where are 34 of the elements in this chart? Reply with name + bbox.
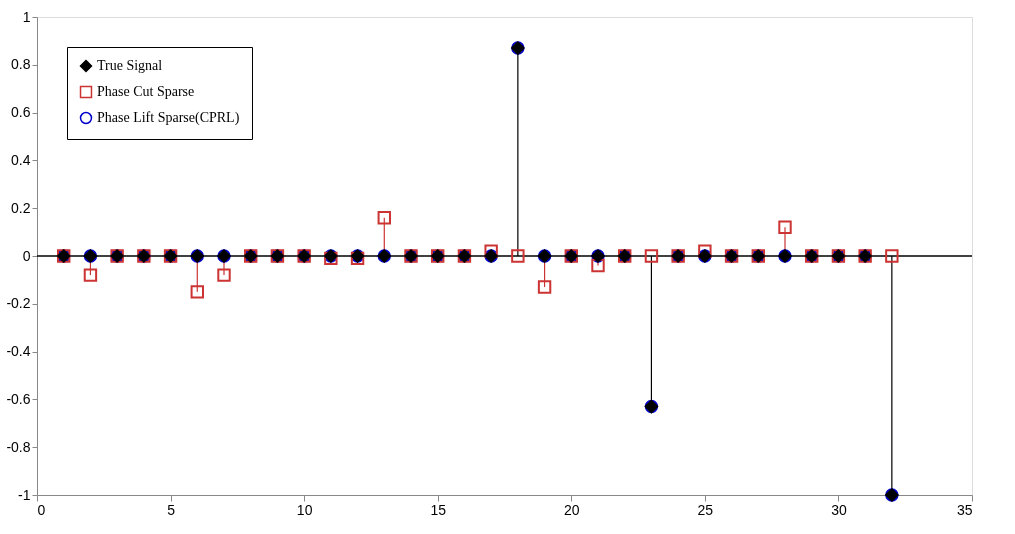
point bbox=[778, 220, 792, 235]
point bbox=[698, 244, 712, 258]
point bbox=[511, 249, 525, 263]
x-tick-label: 5 bbox=[167, 501, 176, 518]
x-tick-label: 30 bbox=[831, 501, 847, 518]
legend-label: Phase Cut Sparse bbox=[97, 84, 195, 99]
point bbox=[190, 285, 204, 299]
y-tick-label: 0.6 bbox=[11, 104, 31, 121]
point bbox=[377, 211, 391, 225]
x-tick-label: 20 bbox=[564, 501, 580, 518]
legend-label: True Signal bbox=[97, 58, 163, 73]
point bbox=[644, 249, 659, 263]
x-tick-label: 0 bbox=[37, 501, 46, 518]
point bbox=[484, 244, 498, 258]
x-tick-label: 15 bbox=[430, 501, 447, 518]
y-tick-label: -0.2 bbox=[6, 295, 31, 312]
x-tick-label: 10 bbox=[296, 501, 313, 518]
y-tick-label: 1 bbox=[22, 8, 31, 25]
legend-label: Phase Lift Sparse(CPRL) bbox=[97, 110, 240, 126]
y-tick-label: -1 bbox=[18, 486, 31, 503]
y-tick-label: 0.4 bbox=[11, 151, 31, 168]
point bbox=[885, 249, 899, 263]
point bbox=[591, 258, 605, 273]
x-tick-label: 35 bbox=[956, 501, 973, 518]
y-tick-label: 0.8 bbox=[11, 56, 31, 73]
y-tick-label: -0.4 bbox=[6, 343, 31, 360]
y-tick-label: 0 bbox=[22, 247, 31, 264]
y-tick-label: 0.2 bbox=[11, 199, 31, 216]
point bbox=[217, 268, 231, 282]
point bbox=[537, 280, 552, 294]
y-tick-label: -0.8 bbox=[6, 438, 31, 455]
y-tick-label: -0.6 bbox=[6, 390, 31, 407]
point bbox=[83, 268, 98, 282]
x-tick-label: 25 bbox=[697, 501, 714, 518]
